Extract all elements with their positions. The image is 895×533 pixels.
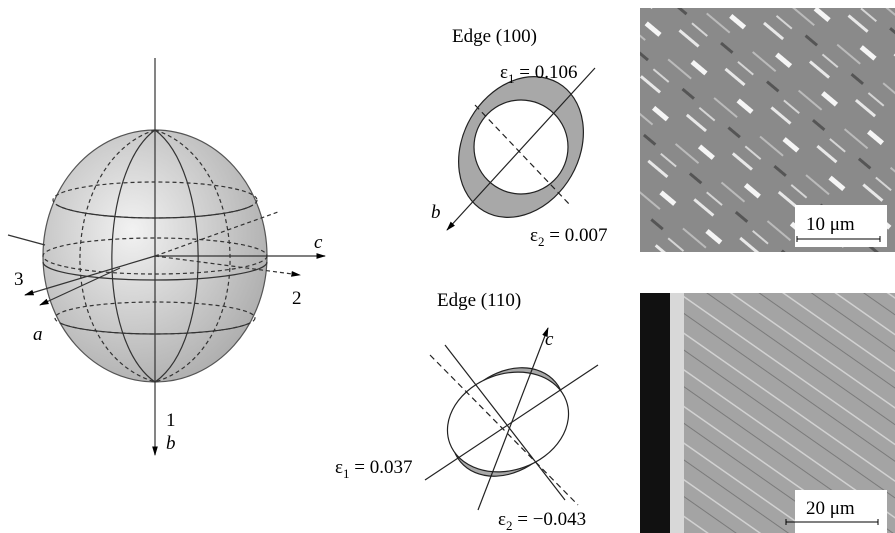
axis-label: c bbox=[314, 232, 323, 253]
micrograph-edge bbox=[640, 293, 670, 533]
strain-label: ε1 = 0.037 bbox=[335, 457, 412, 481]
axis-label: b bbox=[166, 433, 176, 454]
figure: c 2 3 a 1 b Edge (100) ε1 = 0.106 b ε2 =… bbox=[0, 0, 895, 533]
strain-label: ε2 = 0.007 bbox=[530, 225, 607, 249]
strain-label: ε2 = −0.043 bbox=[498, 509, 586, 533]
scale-bar-label: 10 μm bbox=[806, 214, 855, 235]
ellipsoid-diagram bbox=[8, 58, 325, 455]
strain-value: = 0.007 bbox=[544, 225, 607, 246]
micrograph-edge bbox=[670, 293, 684, 533]
strain-value: = −0.043 bbox=[512, 509, 586, 530]
strain-symbol: ε bbox=[335, 457, 343, 478]
strain-symbol: ε bbox=[500, 62, 508, 83]
axis-label: 3 bbox=[14, 269, 24, 290]
strain-value: = 0.106 bbox=[514, 62, 577, 83]
scale-bar-label: 20 μm bbox=[806, 498, 855, 519]
strain-value: = 0.037 bbox=[349, 457, 412, 478]
axis-label: 1 bbox=[166, 410, 176, 431]
strain-ellipse bbox=[425, 328, 598, 510]
panel-title: Edge (110) bbox=[437, 290, 521, 311]
axis-label: b bbox=[431, 202, 441, 223]
panel-title: Edge (100) bbox=[452, 26, 537, 47]
strain-label: ε1 = 0.106 bbox=[500, 62, 577, 86]
axis-label: c bbox=[545, 329, 554, 350]
axis-label: 2 bbox=[292, 288, 302, 309]
axis-label: a bbox=[33, 324, 43, 345]
strain-symbol: ε bbox=[498, 509, 506, 530]
strain-symbol: ε bbox=[530, 225, 538, 246]
